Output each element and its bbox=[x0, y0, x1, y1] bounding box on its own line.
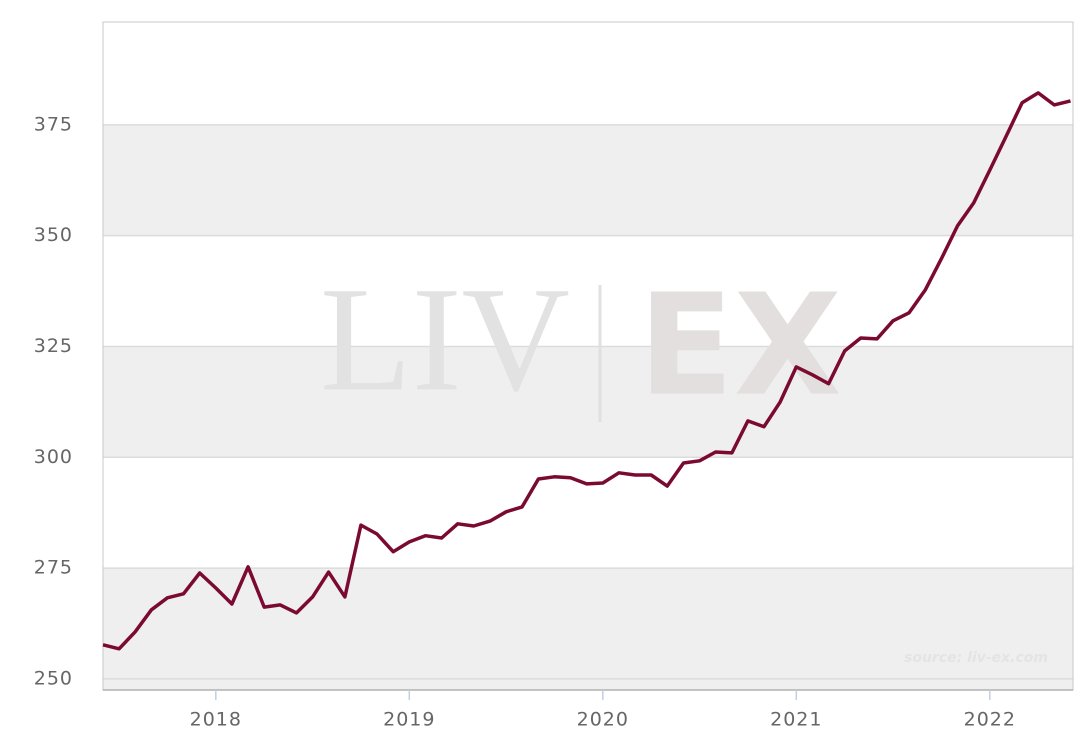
watermark: LIV EX bbox=[320, 256, 842, 427]
plot-band bbox=[103, 568, 1073, 690]
watermark-right: EX bbox=[638, 265, 842, 428]
y-tick-label: 250 bbox=[34, 667, 73, 689]
y-tick-label: 275 bbox=[34, 557, 73, 579]
x-tick-label: 2019 bbox=[383, 709, 435, 731]
x-tick-label: 2021 bbox=[770, 709, 822, 731]
plot-band bbox=[103, 124, 1073, 236]
y-tick-label: 375 bbox=[34, 113, 73, 135]
source-note: source: liv-ex.com bbox=[904, 650, 1048, 666]
line-series bbox=[102, 91, 1071, 651]
plot-band bbox=[103, 346, 1073, 458]
x-tick-label: 2020 bbox=[577, 709, 629, 731]
y-tick-label: 300 bbox=[34, 446, 73, 468]
plot-bands bbox=[103, 124, 1073, 690]
x-tick-label: 2022 bbox=[964, 709, 1016, 731]
watermark-left: LIV bbox=[320, 256, 570, 422]
y-tick-label: 350 bbox=[34, 224, 73, 246]
y-tick-label: 325 bbox=[34, 335, 73, 357]
x-tick-label: 2018 bbox=[190, 709, 242, 731]
